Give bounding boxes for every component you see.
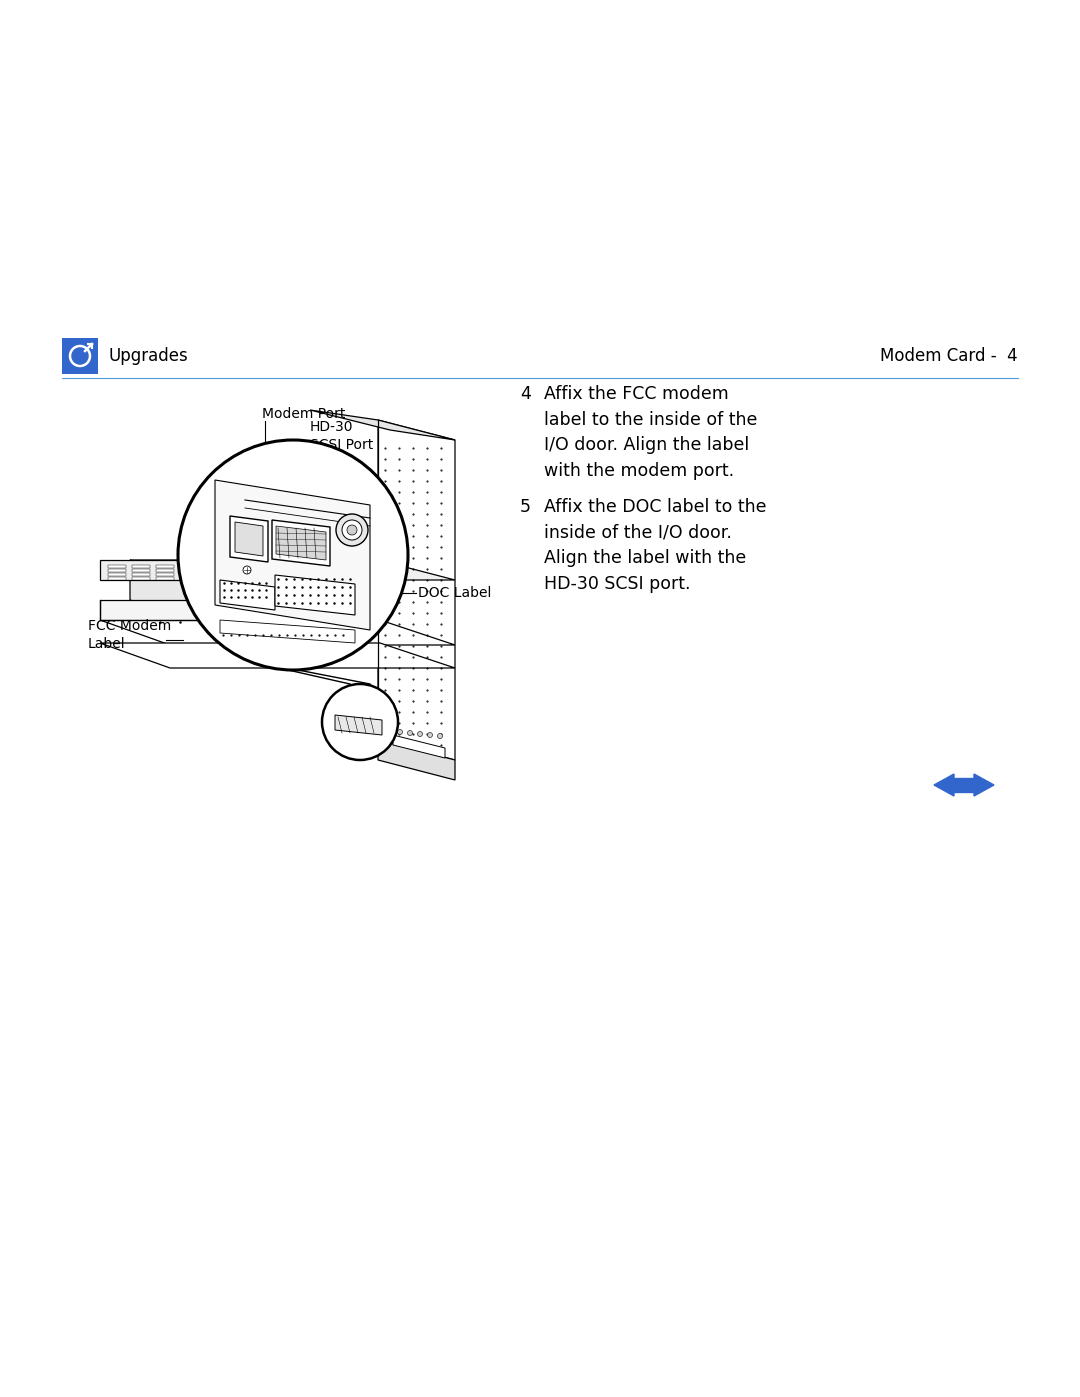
Polygon shape	[156, 577, 174, 580]
Polygon shape	[132, 564, 150, 569]
Text: Modem Card -  4: Modem Card - 4	[880, 346, 1018, 365]
Polygon shape	[228, 564, 246, 569]
Polygon shape	[100, 560, 378, 580]
Polygon shape	[276, 564, 294, 569]
Text: Modem Port: Modem Port	[262, 407, 346, 420]
Polygon shape	[300, 577, 318, 580]
Polygon shape	[204, 577, 222, 580]
Polygon shape	[108, 564, 126, 569]
Text: HD-30
SCSI Port: HD-30 SCSI Port	[310, 420, 374, 453]
Polygon shape	[180, 564, 198, 569]
Polygon shape	[132, 569, 150, 571]
Polygon shape	[180, 573, 198, 576]
Text: FCC Modem
Label: FCC Modem Label	[87, 619, 172, 651]
Circle shape	[340, 636, 350, 645]
Circle shape	[232, 631, 248, 648]
Polygon shape	[252, 577, 270, 580]
Polygon shape	[215, 481, 370, 630]
Circle shape	[336, 514, 368, 546]
Polygon shape	[235, 522, 264, 556]
Polygon shape	[108, 577, 126, 580]
Circle shape	[347, 525, 357, 535]
Polygon shape	[220, 620, 355, 643]
Polygon shape	[378, 740, 455, 780]
FancyBboxPatch shape	[62, 338, 98, 374]
Polygon shape	[108, 569, 126, 571]
Text: Affix the FCC modem
label to the inside of the
I/O door. Align the label
with th: Affix the FCC modem label to the inside …	[544, 386, 757, 481]
Polygon shape	[378, 420, 455, 760]
Polygon shape	[276, 573, 294, 576]
Circle shape	[428, 732, 432, 738]
FancyBboxPatch shape	[200, 595, 280, 613]
Polygon shape	[300, 564, 318, 569]
Polygon shape	[220, 580, 275, 610]
Polygon shape	[228, 569, 246, 571]
Polygon shape	[272, 520, 330, 566]
Polygon shape	[310, 409, 455, 440]
Text: Upgrades: Upgrades	[108, 346, 188, 365]
Polygon shape	[276, 577, 294, 580]
Polygon shape	[228, 573, 246, 576]
Polygon shape	[100, 643, 455, 668]
Polygon shape	[204, 573, 222, 576]
Polygon shape	[230, 515, 268, 562]
Polygon shape	[300, 573, 318, 576]
Text: DOC Label: DOC Label	[418, 585, 491, 599]
Polygon shape	[324, 573, 342, 576]
Polygon shape	[204, 569, 222, 571]
Polygon shape	[324, 564, 342, 569]
Polygon shape	[180, 577, 198, 580]
Circle shape	[178, 440, 408, 671]
Polygon shape	[276, 527, 326, 560]
Polygon shape	[132, 577, 150, 580]
Polygon shape	[324, 569, 342, 571]
Polygon shape	[252, 569, 270, 571]
Polygon shape	[393, 735, 445, 759]
Circle shape	[418, 732, 422, 736]
Polygon shape	[108, 573, 126, 576]
Polygon shape	[934, 774, 954, 796]
Circle shape	[407, 731, 413, 735]
Polygon shape	[100, 599, 380, 620]
Circle shape	[322, 685, 399, 760]
Polygon shape	[276, 569, 294, 571]
Polygon shape	[252, 573, 270, 576]
Polygon shape	[300, 569, 318, 571]
Circle shape	[397, 729, 403, 735]
Circle shape	[437, 733, 443, 739]
FancyBboxPatch shape	[954, 778, 974, 792]
Circle shape	[243, 566, 251, 574]
Polygon shape	[180, 569, 198, 571]
Polygon shape	[156, 569, 174, 571]
Polygon shape	[130, 560, 200, 620]
Text: 4: 4	[519, 386, 531, 402]
Polygon shape	[335, 715, 382, 735]
Text: 5: 5	[519, 497, 531, 515]
Text: Affix the DOC label to the
inside of the I/O door.
Align the label with the
HD-3: Affix the DOC label to the inside of the…	[544, 497, 767, 594]
Polygon shape	[275, 576, 355, 615]
Polygon shape	[228, 577, 246, 580]
Polygon shape	[130, 560, 455, 580]
Circle shape	[342, 520, 362, 541]
Polygon shape	[324, 577, 342, 580]
Polygon shape	[252, 564, 270, 569]
Polygon shape	[156, 573, 174, 576]
Polygon shape	[100, 620, 455, 645]
Polygon shape	[132, 573, 150, 576]
Polygon shape	[204, 564, 222, 569]
Polygon shape	[156, 564, 174, 569]
Polygon shape	[974, 774, 994, 796]
